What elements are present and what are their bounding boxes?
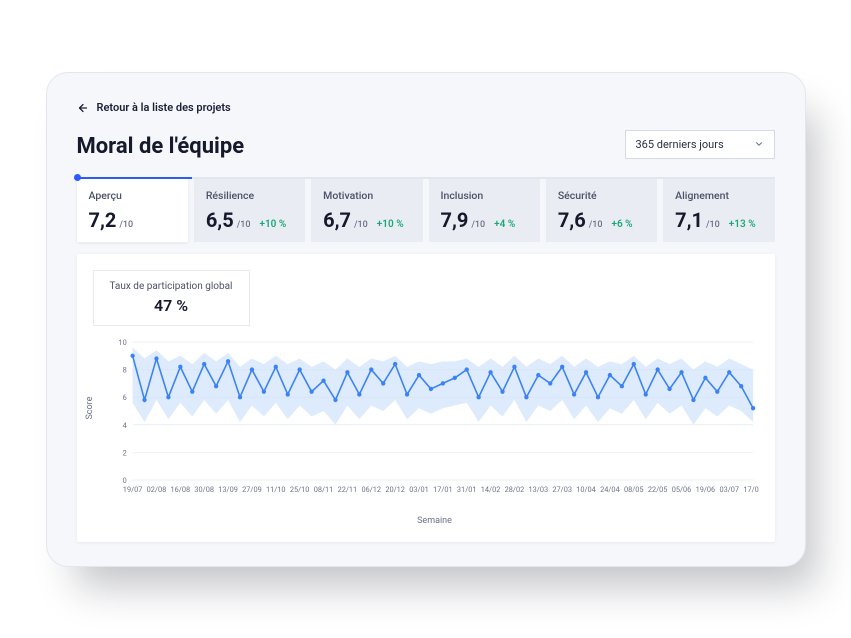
tabs-active-dot — [74, 174, 81, 181]
svg-text:25/10: 25/10 — [289, 484, 309, 493]
svg-text:4: 4 — [122, 420, 126, 429]
svg-text:14/02: 14/02 — [480, 484, 500, 493]
svg-text:22/11: 22/11 — [337, 484, 357, 493]
tab-score: 6,5 — [206, 208, 234, 232]
header-row: Moral de l'équipe 365 derniers jours — [77, 130, 775, 159]
participation-label: Taux de participation global — [110, 281, 233, 292]
tab-r-silience[interactable]: Résilience 6,5/10 +10 % — [194, 179, 305, 242]
svg-text:13/03: 13/03 — [528, 484, 548, 493]
tab-score-row: 6,5/10 +10 % — [206, 208, 293, 232]
svg-text:24/04: 24/04 — [600, 484, 620, 493]
svg-text:19/06: 19/06 — [695, 484, 715, 493]
svg-text:27/09: 27/09 — [242, 484, 262, 493]
svg-text:02/08: 02/08 — [146, 484, 166, 493]
tab-outof: /10 — [471, 220, 485, 230]
tab-aper-u[interactable]: Aperçu 7,2/10 — [77, 179, 188, 242]
svg-text:31/01: 31/01 — [456, 484, 476, 493]
tabs: Aperçu7,2/10Résilience6,5/10+10 %Motivat… — [77, 179, 775, 242]
tabs-active-bar — [77, 177, 192, 179]
tab-outof: /10 — [706, 220, 720, 230]
range-select[interactable]: 365 derniers jours — [625, 130, 775, 159]
tab-delta: +6 % — [611, 219, 632, 230]
svg-text:28/02: 28/02 — [504, 484, 524, 493]
svg-text:6: 6 — [122, 393, 126, 402]
svg-text:17/07: 17/07 — [743, 484, 759, 493]
svg-text:06/12: 06/12 — [361, 484, 381, 493]
range-select-label: 365 derniers jours — [636, 138, 724, 151]
tab-motivation[interactable]: Motivation 6,7/10 +10 % — [311, 179, 422, 242]
svg-text:20/12: 20/12 — [385, 484, 405, 493]
svg-text:08/05: 08/05 — [623, 484, 643, 493]
svg-text:8: 8 — [122, 365, 126, 374]
svg-text:11/10: 11/10 — [266, 484, 286, 493]
tab-label: Motivation — [323, 189, 410, 202]
dashboard-card: Retour à la liste des projets Moral de l… — [46, 72, 806, 567]
tab-score: 6,7 — [323, 208, 351, 232]
participation-box: Taux de participation global 47 % — [93, 270, 250, 326]
tab-outof: /10 — [354, 220, 368, 230]
chart-block: Score 024681019/0702/0816/0830/0813/0927… — [93, 336, 759, 526]
tab-score-row: 7,1/10 +13 % — [675, 208, 762, 232]
svg-text:19/07: 19/07 — [122, 484, 142, 493]
tab-score-row: 7,2/10 — [89, 208, 176, 232]
tab-delta: +10 % — [259, 219, 286, 230]
svg-text:30/08: 30/08 — [194, 484, 214, 493]
svg-text:05/06: 05/06 — [671, 484, 691, 493]
tab-alignement[interactable]: Alignement 7,1/10 +13 % — [663, 179, 774, 242]
chart-xlabel: Semaine — [111, 516, 759, 526]
chart-ylabel: Score — [85, 396, 95, 419]
svg-text:10: 10 — [118, 337, 126, 346]
tab-outof: /10 — [119, 220, 133, 230]
svg-text:2: 2 — [122, 448, 126, 457]
tab-score: 7,6 — [558, 208, 586, 232]
tab-label: Alignement — [675, 189, 762, 202]
tab-s-curit-[interactable]: Sécurité 7,6/10 +6 % — [546, 179, 657, 242]
tab-delta: +4 % — [494, 219, 515, 230]
tab-score-row: 7,6/10 +6 % — [558, 208, 645, 232]
tab-delta: +10 % — [377, 219, 404, 230]
arrow-left-icon — [77, 102, 89, 114]
svg-text:16/08: 16/08 — [170, 484, 190, 493]
tab-score-row: 6,7/10 +10 % — [323, 208, 410, 232]
svg-text:03/07: 03/07 — [719, 484, 739, 493]
tab-score: 7,2 — [89, 208, 117, 232]
tab-label: Sécurité — [558, 189, 645, 202]
tab-label: Résilience — [206, 189, 293, 202]
svg-text:13/09: 13/09 — [218, 484, 238, 493]
tab-score: 7,1 — [675, 208, 703, 232]
tab-delta: +13 % — [729, 219, 756, 230]
svg-text:17/01: 17/01 — [433, 484, 453, 493]
svg-text:03/01: 03/01 — [409, 484, 429, 493]
chart-panel: Taux de participation global 47 % Score … — [77, 254, 775, 542]
participation-value: 47 % — [110, 296, 233, 315]
tab-label: Inclusion — [441, 189, 528, 202]
svg-text:08/11: 08/11 — [313, 484, 333, 493]
chevron-down-icon — [754, 139, 764, 149]
tab-score: 7,9 — [441, 208, 469, 232]
svg-text:22/05: 22/05 — [647, 484, 667, 493]
svg-text:27/03: 27/03 — [552, 484, 572, 493]
svg-text:0: 0 — [122, 475, 126, 484]
back-link-label: Retour à la liste des projets — [97, 101, 231, 114]
tab-outof: /10 — [589, 220, 603, 230]
tab-score-row: 7,9/10 +4 % — [441, 208, 528, 232]
tab-outof: /10 — [237, 220, 251, 230]
tab-label: Aperçu — [89, 189, 176, 202]
tab-inclusion[interactable]: Inclusion 7,9/10 +4 % — [429, 179, 540, 242]
tabs-indicator — [77, 177, 775, 179]
page-title: Moral de l'équipe — [77, 134, 245, 159]
tabs-wrap: Aperçu7,2/10Résilience6,5/10+10 %Motivat… — [77, 177, 775, 242]
svg-text:10/04: 10/04 — [576, 484, 596, 493]
score-chart: 0 2 4 6 8 10 19/07 02/08 16/08 30/08 13/09 27/09 11/… — [111, 336, 759, 506]
back-link[interactable]: Retour à la liste des projets — [77, 101, 231, 114]
